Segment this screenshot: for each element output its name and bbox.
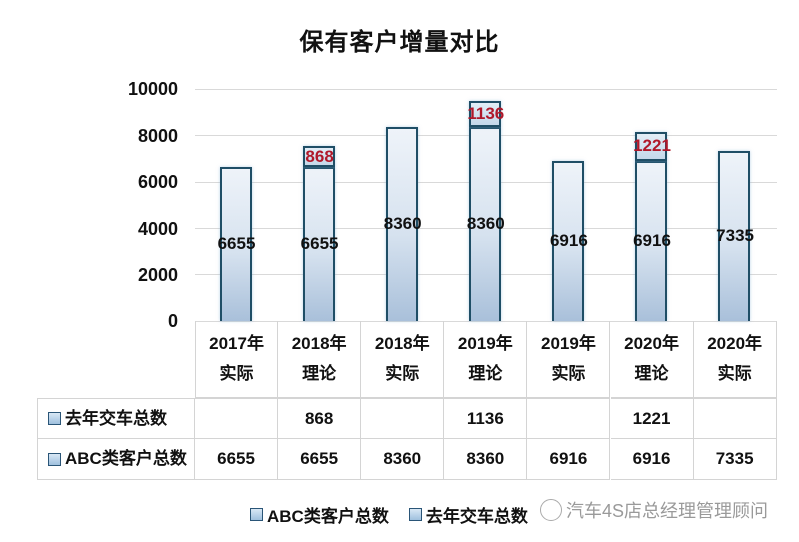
category-year: 2020年 [707,334,763,353]
category-type: 理论 [634,364,669,383]
table-cell: 8360 [361,439,445,480]
legend-label: 去年交车总数 [425,507,528,526]
wechat-icon [540,499,562,521]
category-label: 2020年理论 [610,321,694,398]
watermark: 汽车4S店总经理管理顾问 [540,497,768,523]
legend: ABC类客户总数 去年交车总数 [250,502,528,527]
category-type: 实际 [551,364,586,383]
table-row-header: 去年交车总数 [37,398,195,439]
category-label: 2020年实际 [693,321,777,398]
legend-swatch-icon [408,508,422,521]
series-label: 去年交车总数 [65,408,167,428]
bar-value-label: 8360 [383,214,422,234]
legend-item-delivered: 去年交车总数 [408,502,528,527]
table-cell: 868 [278,398,362,439]
legend-label: ABC类客户总数 [267,507,389,526]
bar-top-value-label: 1136 [467,103,505,123]
bar-top-value-label: 1221 [633,136,671,156]
category-label: 2018年理论 [278,321,362,398]
bar-delivered [302,146,335,167]
y-tick: 10000 [127,79,178,99]
table-cell [195,398,279,439]
bar-abc [468,127,501,321]
bar-value-label: 6655 [217,233,256,253]
bar-value-label: 6916 [549,230,588,250]
table-cell: 8360 [444,439,528,480]
category-year: 2020年 [624,334,679,353]
bar-top-value-label: 868 [305,146,334,166]
category-year: 2018年 [374,334,430,353]
category-year: 2018年 [291,334,347,353]
category-type: 理论 [302,364,337,383]
bar-abc [219,166,252,321]
bar-abc [718,150,751,321]
table-cell [693,398,777,439]
bar-abc [635,160,668,321]
category-year: 2019年 [457,334,513,353]
series-swatch-icon [48,452,61,466]
bar-value-label: 6916 [633,230,671,250]
gridline [195,321,777,322]
bar-value-label: 7335 [716,225,754,245]
table-cell: 6655 [195,439,279,480]
y-tick: 2000 [137,265,178,285]
bar-value-label: 8360 [466,214,505,234]
bar-abc [385,127,418,321]
bar-value-label: 6655 [300,233,339,253]
table-cell: 1221 [610,398,694,439]
category-year: 2017年 [209,334,264,353]
bar-delivered [635,132,668,161]
table-cell [527,398,611,439]
table-cell: 6655 [278,439,362,480]
y-tick: 8000 [137,126,178,146]
y-tick: 4000 [137,219,178,239]
series-label: ABC类客户总数 [65,449,187,468]
bar-delivered [468,100,501,128]
category-type: 理论 [468,364,503,383]
table-cell [361,398,445,439]
category-type: 实际 [219,364,254,383]
y-tick: 6000 [137,172,178,192]
category-type: 实际 [385,364,420,383]
category-type: 实际 [717,364,752,383]
category-label: 2019年理论 [444,321,528,398]
gridline [195,89,777,90]
legend-item-abc: ABC类客户总数 [250,502,389,527]
table-cell: 6916 [527,439,611,480]
table-cell: 1136 [444,398,528,439]
category-label: 2019年实际 [527,321,611,398]
chart-title: 保有客户增量对比 [299,29,500,56]
category-label: 2017年实际 [195,321,279,398]
bar-abc [302,166,335,321]
y-tick: 0 [167,311,178,331]
table-cell: 7335 [693,439,777,480]
category-label: 2018年实际 [361,321,445,398]
series-swatch-icon [48,412,61,425]
category-year: 2019年 [541,334,596,353]
table-row-header: ABC类客户总数 [37,439,195,480]
bar-abc [551,160,584,321]
table-cell: 6916 [610,439,694,480]
watermark-text: 汽车4S店总经理管理顾问 [566,501,769,521]
legend-swatch-icon [250,508,263,521]
